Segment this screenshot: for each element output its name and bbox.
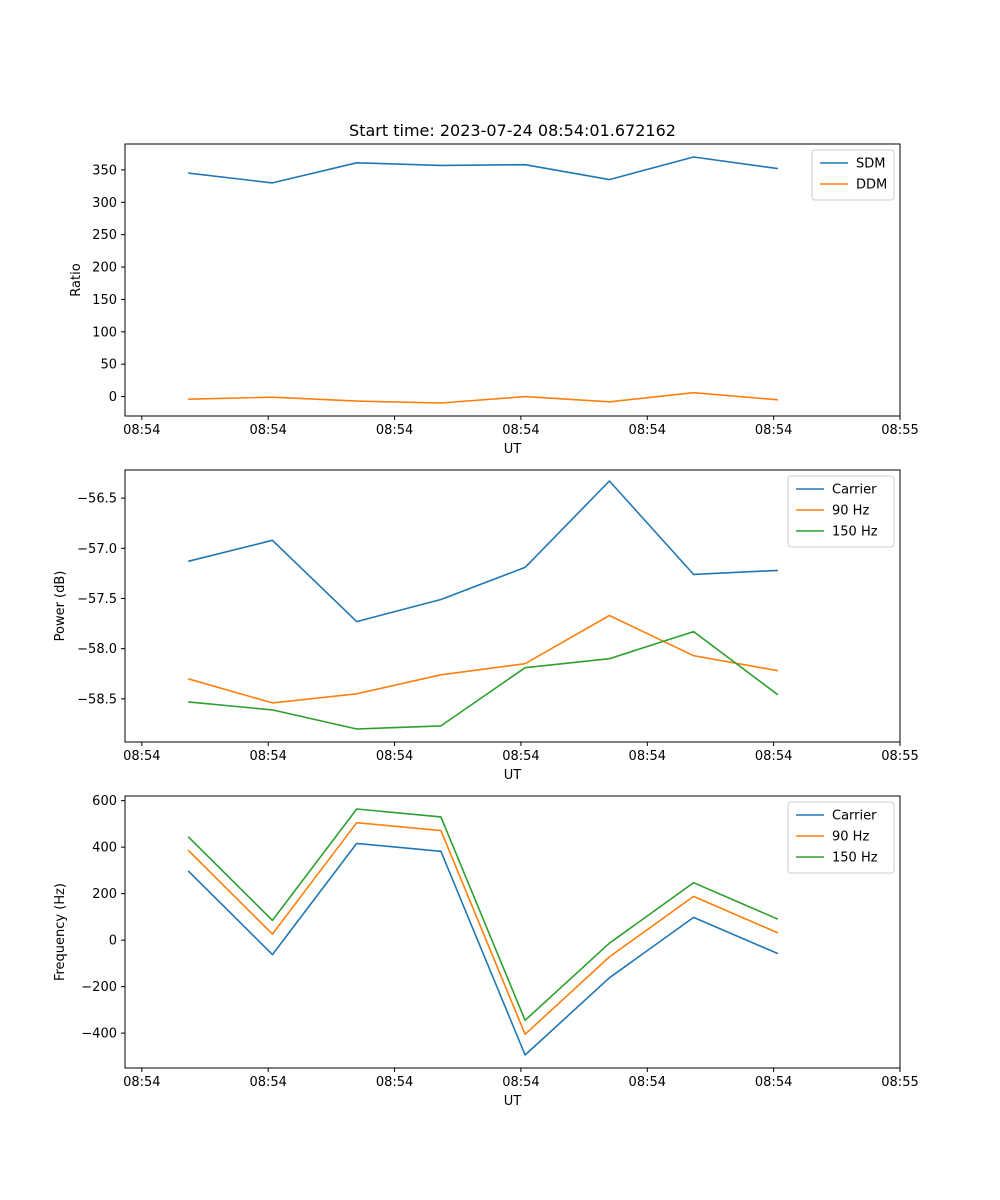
axes-frame — [124, 143, 901, 417]
y-tick-label: 50 — [100, 358, 117, 373]
y-tick-label: −200 — [81, 980, 117, 995]
x-tick-label: 08:55 — [881, 1075, 918, 1090]
y-tick-label: 350 — [92, 163, 117, 178]
series-line-150-hz — [188, 630, 779, 730]
x-tick-label: 08:54 — [629, 1075, 666, 1090]
subplot-3: 08:54 08:54 08:54 08:54 08:54 08:54 08:55 −400 −… — [53, 794, 919, 1109]
y-tick-label: 100 — [92, 325, 117, 340]
x-tick-label: 08:54 — [249, 749, 286, 764]
y-tick-label: −56.5 — [77, 492, 117, 507]
legend: SDM DDM — [811, 149, 895, 201]
x-tick-label: 08:54 — [249, 1075, 286, 1090]
y-axis-label: Ratio — [69, 263, 84, 296]
y-tick-label: −400 — [81, 1027, 117, 1042]
legend-label: DDM — [856, 178, 887, 193]
legend-box — [787, 801, 895, 874]
y-axis-label: Power (dB) — [53, 571, 68, 642]
subplots: 08:54 08:54 08:54 08:54 08:54 08:54 08:55 0 50 10… — [53, 143, 919, 1109]
figure-title: Start time: 2023-07-24 08:54:01.672162 — [349, 121, 676, 140]
y-tick-label: −57.5 — [77, 592, 117, 607]
series-line-carrier — [187, 842, 779, 1056]
axes-frame — [124, 795, 901, 1069]
legend-label: 150 Hz — [832, 851, 878, 866]
x-tick-label: 08:54 — [629, 423, 666, 438]
legend-box — [787, 475, 895, 548]
legend-label: 90 Hz — [832, 830, 869, 845]
x-axis-label: UT — [504, 442, 522, 457]
x-tick-label: 08:55 — [881, 423, 918, 438]
x-tick-label: 08:54 — [502, 1075, 539, 1090]
x-tick-label: 08:54 — [629, 749, 666, 764]
subplot-1: 08:54 08:54 08:54 08:54 08:54 08:54 08:55 0 50 10… — [69, 143, 919, 457]
y-tick-label: 0 — [109, 934, 117, 949]
x-tick-label: 08:54 — [123, 749, 160, 764]
y-tick-label: −58.0 — [77, 642, 117, 657]
legend-label: SDM — [856, 157, 885, 172]
y-axis-label: Frequency (Hz) — [53, 883, 68, 981]
series-line-90-hz — [187, 821, 779, 1036]
y-tick-label: 250 — [92, 228, 117, 243]
series-line-sdm — [188, 156, 779, 184]
legend-label: 150 Hz — [832, 525, 878, 540]
series-line-90-hz — [187, 614, 779, 704]
legend-label: 90 Hz — [832, 504, 869, 519]
x-tick-label: 08:54 — [249, 423, 286, 438]
x-tick-label: 08:54 — [502, 749, 539, 764]
series-line-carrier — [188, 480, 778, 623]
x-axis-label: UT — [504, 1094, 522, 1109]
x-tick-label: 08:54 — [502, 423, 539, 438]
x-axis-label: UT — [504, 768, 522, 783]
series-line-ddm — [188, 391, 778, 404]
y-tick-label: 200 — [92, 261, 117, 276]
x-tick-label: 08:54 — [123, 423, 160, 438]
series-line-150-hz — [187, 808, 779, 1022]
x-tick-label: 08:54 — [755, 423, 792, 438]
x-tick-label: 08:54 — [123, 1075, 160, 1090]
y-tick-label: −57.0 — [77, 542, 117, 557]
legend-label: Carrier — [832, 809, 877, 824]
x-tick-label: 08:54 — [755, 749, 792, 764]
legend: Carrier 90 Hz 150 Hz — [787, 801, 895, 874]
subplot-2: 08:54 08:54 08:54 08:54 08:54 08:54 08:55 −58.5… — [53, 469, 919, 783]
y-tick-label: 300 — [92, 196, 117, 211]
legend-label: Carrier — [832, 483, 877, 498]
axes-frame — [124, 469, 901, 743]
y-tick-label: 400 — [92, 841, 117, 856]
x-tick-label: 08:54 — [376, 423, 413, 438]
y-tick-label: 0 — [109, 390, 117, 405]
y-tick-label: 200 — [92, 887, 117, 902]
legend: Carrier 90 Hz 150 Hz — [787, 475, 895, 548]
x-tick-label: 08:54 — [755, 1075, 792, 1090]
y-tick-label: 600 — [92, 794, 117, 809]
y-tick-label: −58.5 — [77, 692, 117, 707]
x-tick-label: 08:54 — [376, 1075, 413, 1090]
y-tick-label: 150 — [92, 293, 117, 308]
x-tick-label: 08:54 — [376, 749, 413, 764]
x-tick-label: 08:55 — [881, 749, 918, 764]
